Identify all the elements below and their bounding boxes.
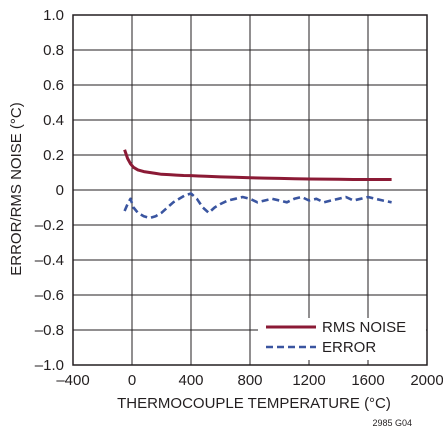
y-tick-label: 0.6 — [43, 77, 64, 94]
x-tick-label: –400 — [56, 372, 89, 389]
figure-id: 2985 G04 — [372, 418, 412, 428]
y-tick-label: 0 — [56, 182, 64, 199]
frame-layer — [72, 14, 428, 366]
y-tick-label: –0.6 — [35, 287, 64, 304]
series-layer — [123, 149, 392, 220]
y-tick-label: –1.0 — [35, 357, 64, 374]
y-tick-label: 1.0 — [43, 7, 64, 24]
y-tick-label: 0.2 — [43, 147, 64, 164]
x-tick-label: 1200 — [292, 372, 325, 389]
series-line-rms-noise — [123, 149, 392, 181]
series-line-error — [123, 192, 392, 220]
y-tick-label: –0.4 — [35, 252, 64, 269]
y-axis-title: ERROR/RMS NOISE (°C) — [8, 102, 25, 276]
legend-label: ERROR — [322, 339, 376, 356]
grid-layer — [73, 15, 427, 365]
legend-background — [258, 318, 426, 360]
x-tick-label: 1600 — [351, 372, 384, 389]
plot-frame — [72, 14, 428, 366]
legend-label: RMS NOISE — [322, 319, 406, 336]
legend-layer: RMS NOISE ERROR — [258, 318, 426, 360]
y-tick-label: –0.2 — [35, 217, 64, 234]
x-tick-label: 0 — [128, 372, 136, 389]
tick-layer: –400 0 400 800 1200 1600 2000 1.0 0.8 0.6 0.4 0.2 0 –… — [35, 7, 443, 389]
y-tick-label: 0.8 — [43, 42, 64, 59]
x-tick-label: 2000 — [410, 372, 443, 389]
y-tick-label: 0.4 — [43, 112, 64, 129]
x-tick-label: 400 — [178, 372, 203, 389]
x-tick-label: 800 — [237, 372, 262, 389]
x-axis-title: THERMOCOUPLE TEMPERATURE (°C) — [117, 395, 391, 412]
y-tick-label: –0.8 — [35, 322, 64, 339]
